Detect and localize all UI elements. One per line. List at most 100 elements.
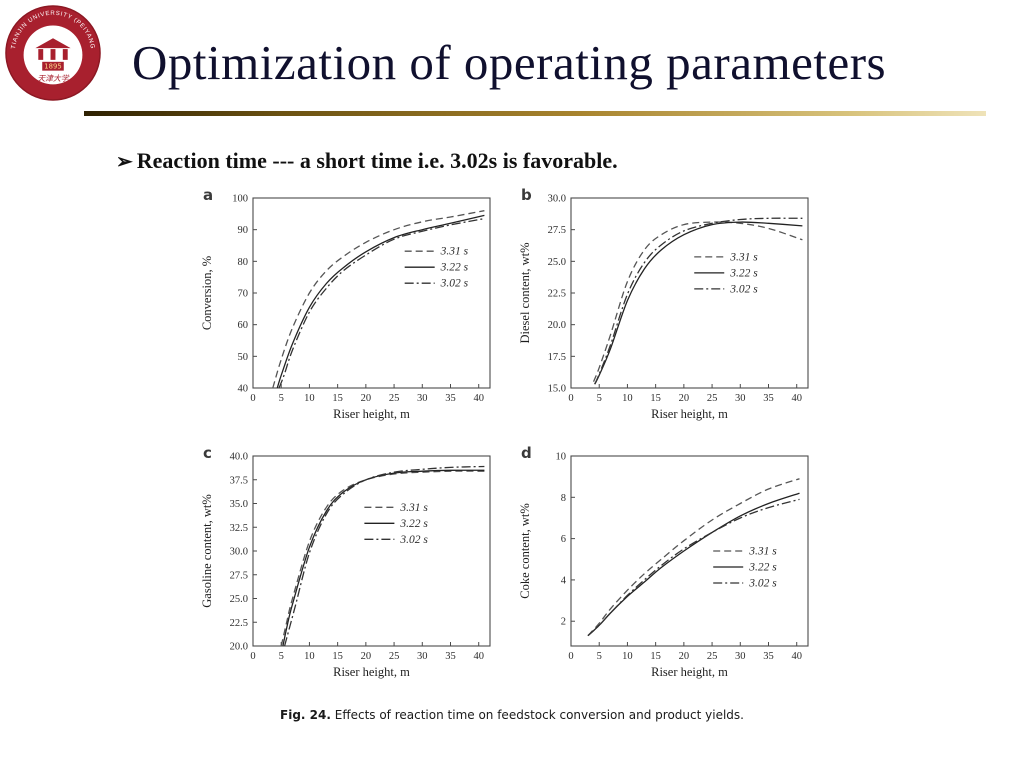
svg-text:15: 15 xyxy=(650,393,661,404)
svg-text:17.5: 17.5 xyxy=(548,352,566,363)
svg-text:3.31 s: 3.31 s xyxy=(399,502,428,514)
svg-text:25: 25 xyxy=(707,393,718,404)
svg-text:32.5: 32.5 xyxy=(230,523,248,534)
svg-text:20.0: 20.0 xyxy=(548,320,566,331)
svg-text:27.5: 27.5 xyxy=(548,225,566,236)
chart-panel-c: c 0 5 10 15 20 25 30 35 40 20.0 22.5 25.0 27.5 30.0 32.… xyxy=(200,444,491,679)
svg-text:3.02 s: 3.02 s xyxy=(399,534,428,546)
bullet-item: ➢ Reaction time --- a short time i.e. 3.0… xyxy=(116,148,618,174)
svg-text:30.0: 30.0 xyxy=(548,194,566,205)
svg-text:0: 0 xyxy=(568,393,573,404)
svg-text:5: 5 xyxy=(279,393,284,404)
chart-grid: a 0 5 10 15 20 25 30 35 40 40 50 60 70 80 90 100 Riser he… xyxy=(199,184,825,692)
svg-text:10: 10 xyxy=(304,393,315,404)
svg-text:3.02 s: 3.02 s xyxy=(729,283,758,295)
svg-text:90: 90 xyxy=(238,225,249,236)
svg-text:35: 35 xyxy=(763,393,774,404)
svg-text:3.31 s: 3.31 s xyxy=(729,251,758,263)
seal-script-text: 天津大学 xyxy=(37,74,69,83)
svg-text:10: 10 xyxy=(304,651,315,662)
svg-text:40: 40 xyxy=(238,384,249,395)
svg-text:35: 35 xyxy=(445,393,456,404)
svg-text:60: 60 xyxy=(238,320,249,331)
svg-text:22.5: 22.5 xyxy=(548,289,566,300)
svg-text:3.02 s: 3.02 s xyxy=(748,578,777,590)
svg-text:Conversion, %: Conversion, % xyxy=(200,256,214,330)
svg-text:0: 0 xyxy=(568,651,573,662)
svg-text:Diesel content, wt%: Diesel content, wt% xyxy=(518,242,532,343)
seal-building-icon xyxy=(35,38,71,49)
chart-panel-b: b 0 5 10 15 20 25 30 35 40 15.0 17.5 20.0 22.5 25.0 27.… xyxy=(518,186,809,421)
university-seal-icon: TIANJIN UNIVERSITY (PEIYANG UNIVERSITY) … xyxy=(1,0,101,101)
svg-text:20: 20 xyxy=(679,651,690,662)
svg-text:2: 2 xyxy=(561,617,566,628)
seal-year-text: 1895 xyxy=(44,63,61,71)
svg-text:50: 50 xyxy=(238,352,249,363)
svg-text:25: 25 xyxy=(707,651,718,662)
svg-text:c: c xyxy=(203,444,212,462)
svg-text:3.22 s: 3.22 s xyxy=(440,262,469,274)
svg-text:15: 15 xyxy=(650,651,661,662)
svg-text:40: 40 xyxy=(791,393,802,404)
chart-panel-d: d 0 5 10 15 20 25 30 35 40 2 4 6 8 10 Riser height, m Co… xyxy=(518,444,809,679)
bullet-text: Reaction time --- a short time i.e. 3.02… xyxy=(136,148,618,173)
svg-text:5: 5 xyxy=(597,393,602,404)
svg-text:3.31 s: 3.31 s xyxy=(748,546,777,558)
svg-text:25.0: 25.0 xyxy=(230,594,248,605)
svg-text:15.0: 15.0 xyxy=(548,384,566,395)
svg-text:20: 20 xyxy=(361,393,372,404)
university-logo: TIANJIN UNIVERSITY (PEIYANG UNIVERSITY) … xyxy=(1,0,102,102)
svg-text:35: 35 xyxy=(763,651,774,662)
figure: a 0 5 10 15 20 25 30 35 40 40 50 60 70 80 90 100 Riser he… xyxy=(199,184,825,722)
svg-text:10: 10 xyxy=(556,452,567,463)
svg-text:3.02 s: 3.02 s xyxy=(440,278,469,290)
svg-text:a: a xyxy=(203,186,213,204)
svg-text:20: 20 xyxy=(679,393,690,404)
svg-text:100: 100 xyxy=(232,194,248,205)
svg-text:15: 15 xyxy=(332,393,343,404)
svg-text:30.0: 30.0 xyxy=(230,547,248,558)
svg-text:40: 40 xyxy=(791,651,802,662)
chart-panel-a: a 0 5 10 15 20 25 30 35 40 40 50 60 70 80 90 100 Riser he… xyxy=(200,186,491,421)
svg-text:10: 10 xyxy=(622,393,633,404)
svg-text:40: 40 xyxy=(473,393,484,404)
svg-text:30: 30 xyxy=(417,393,428,404)
svg-text:80: 80 xyxy=(238,257,249,268)
svg-text:25: 25 xyxy=(389,393,400,404)
svg-text:35.0: 35.0 xyxy=(230,499,248,510)
svg-text:30: 30 xyxy=(735,393,746,404)
svg-text:Riser height, m: Riser height, m xyxy=(651,665,728,679)
svg-text:d: d xyxy=(521,444,532,462)
svg-text:Gasoline content, wt%: Gasoline content, wt% xyxy=(200,494,214,608)
svg-text:Riser height, m: Riser height, m xyxy=(333,665,410,679)
svg-text:20.0: 20.0 xyxy=(230,642,248,653)
svg-text:Riser height, m: Riser height, m xyxy=(651,407,728,421)
svg-text:4: 4 xyxy=(561,575,567,586)
svg-text:20: 20 xyxy=(361,651,372,662)
svg-text:0: 0 xyxy=(250,651,255,662)
svg-text:30: 30 xyxy=(735,651,746,662)
svg-text:b: b xyxy=(521,186,532,204)
caption-text: Effects of reaction time on feedstock co… xyxy=(330,708,744,722)
svg-text:10: 10 xyxy=(622,651,633,662)
svg-text:22.5: 22.5 xyxy=(230,618,248,629)
svg-text:3.22 s: 3.22 s xyxy=(729,267,758,279)
svg-text:35: 35 xyxy=(445,651,456,662)
svg-text:27.5: 27.5 xyxy=(230,570,248,581)
svg-text:25: 25 xyxy=(389,651,400,662)
svg-text:3.31 s: 3.31 s xyxy=(440,246,469,258)
page-title: Optimization of operating parameters xyxy=(132,35,887,90)
svg-text:Coke content, wt%: Coke content, wt% xyxy=(518,503,532,598)
svg-text:3.22 s: 3.22 s xyxy=(748,562,777,574)
figure-caption: Fig. 24. Effects of reaction time on fee… xyxy=(199,708,825,722)
svg-text:30: 30 xyxy=(417,651,428,662)
svg-text:8: 8 xyxy=(561,493,566,504)
svg-text:70: 70 xyxy=(238,289,249,300)
svg-text:40: 40 xyxy=(473,651,484,662)
svg-text:Riser height, m: Riser height, m xyxy=(333,407,410,421)
svg-text:25.0: 25.0 xyxy=(548,257,566,268)
svg-text:5: 5 xyxy=(279,651,284,662)
svg-text:6: 6 xyxy=(561,534,566,545)
svg-text:40.0: 40.0 xyxy=(230,452,248,463)
